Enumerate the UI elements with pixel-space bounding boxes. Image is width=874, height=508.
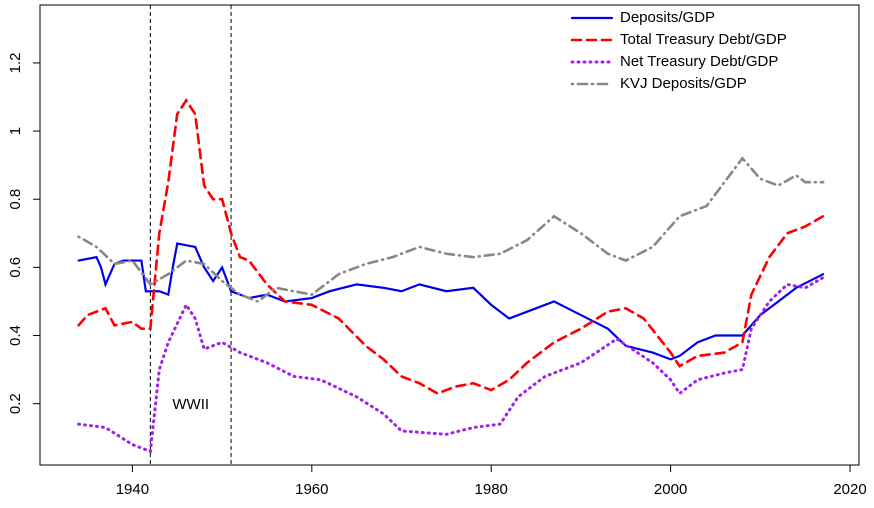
x-tick-label: 1960 bbox=[295, 481, 328, 498]
y-tick-label: 0.8 bbox=[7, 189, 24, 210]
annotation: WWII bbox=[172, 396, 209, 413]
data-line bbox=[77, 242, 825, 361]
x-tick-label: 1980 bbox=[475, 481, 508, 498]
y-tick-label: 0.2 bbox=[7, 393, 24, 414]
legend-label: Deposits/GDP bbox=[620, 9, 715, 26]
x-tick-label: 2020 bbox=[833, 481, 866, 498]
data-line bbox=[77, 276, 825, 454]
x-tick-label: 1940 bbox=[116, 481, 149, 498]
legend-label: Net Treasury Debt/GDP bbox=[620, 53, 778, 70]
data-line bbox=[77, 98, 825, 395]
legend-label: KVJ Deposits/GDP bbox=[620, 75, 747, 92]
x-tick-label: 2000 bbox=[654, 481, 687, 498]
legend-label: Total Treasury Debt/GDP bbox=[620, 31, 787, 48]
data-line bbox=[77, 156, 825, 303]
y-tick-label: 0.6 bbox=[7, 257, 24, 278]
plot-frame bbox=[39, 4, 860, 466]
y-tick-label: 1.2 bbox=[7, 52, 24, 73]
y-tick-label: 0.4 bbox=[7, 325, 24, 346]
y-tick-label: 1 bbox=[7, 127, 24, 135]
